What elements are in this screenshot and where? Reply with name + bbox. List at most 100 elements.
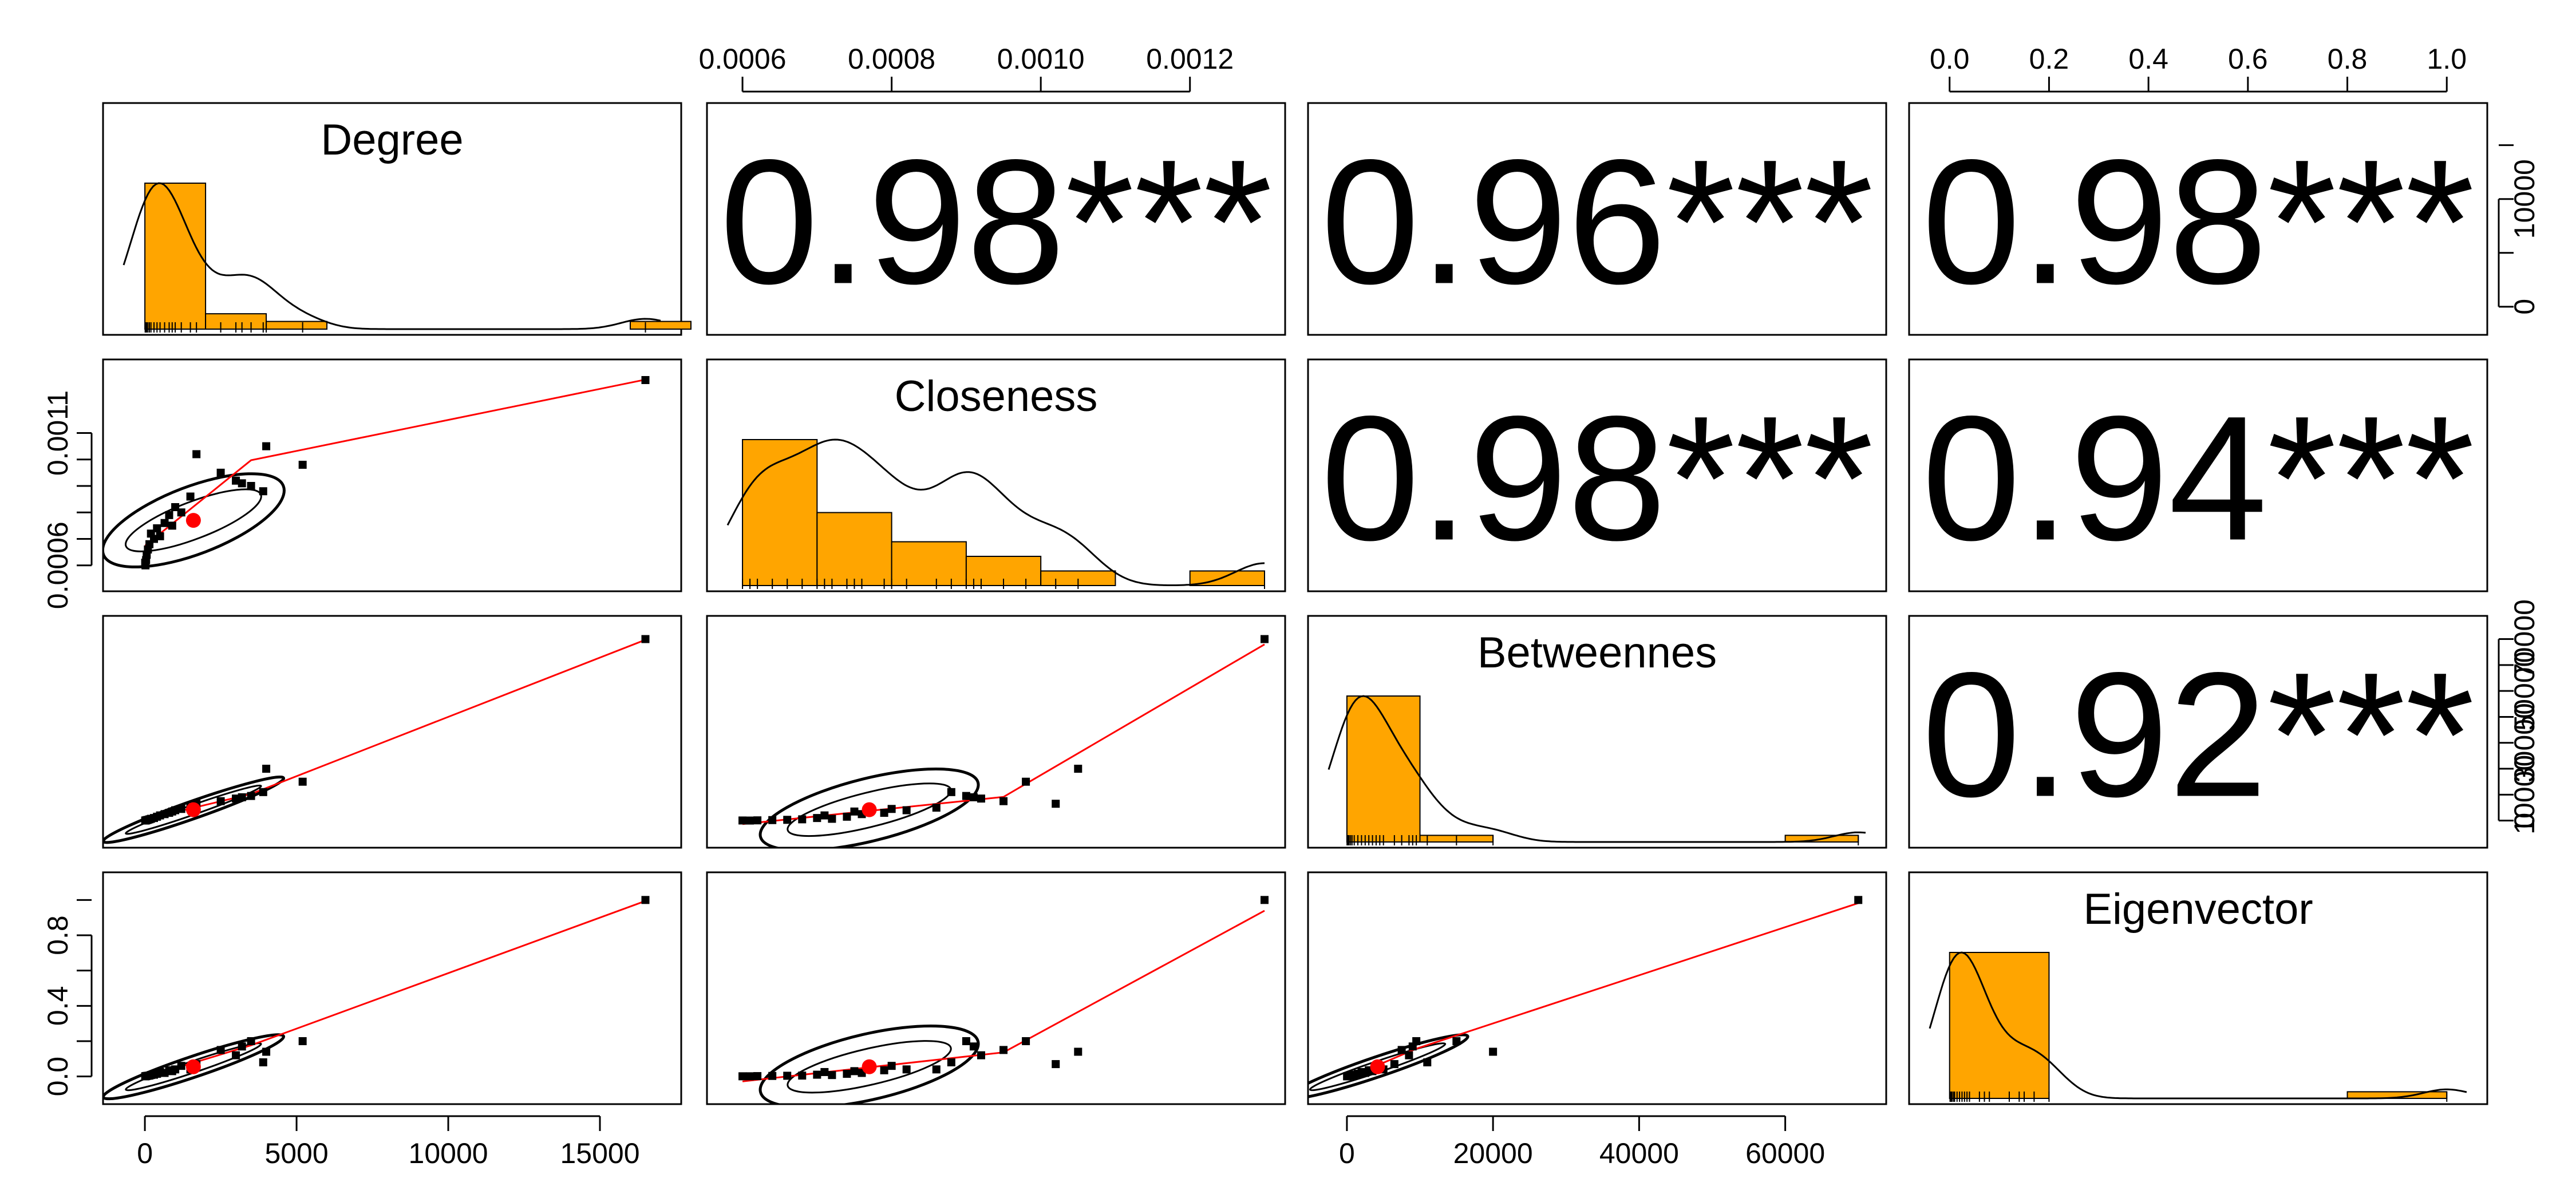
panel-closeness-degree [102, 358, 682, 592]
data-point [947, 1058, 955, 1066]
data-point [738, 1072, 747, 1081]
data-point [880, 809, 888, 817]
tick-label: 10000 [2508, 159, 2541, 239]
data-point [1261, 635, 1269, 643]
data-point [753, 816, 762, 825]
panel-closeness-betweennes: 0.98*** [1307, 358, 1887, 592]
data-point [753, 1072, 762, 1081]
data-point [798, 815, 807, 824]
tick-label: 0.0012 [1146, 43, 1234, 75]
histogram-bar [1346, 695, 1421, 843]
data-point [153, 524, 161, 532]
data-point [1405, 1051, 1413, 1059]
correlation-ellipse [1308, 1033, 1469, 1101]
tick-label: 30000 [2508, 703, 2541, 782]
correlation-value: 0.92*** [1922, 635, 2474, 834]
tick-label: 0 [137, 1137, 153, 1169]
tick-label: 0.0011 [42, 390, 74, 476]
correlation-ellipse [103, 775, 286, 844]
panel-frame [1908, 102, 2488, 336]
panel-closeness-eigenvector: 0.94*** [1908, 358, 2488, 592]
data-point [247, 1037, 255, 1045]
mean-point [185, 802, 201, 817]
data-point [813, 1070, 821, 1079]
data-point [783, 816, 792, 824]
variable-name: Closeness [895, 372, 1098, 421]
variable-name: Degree [321, 116, 463, 164]
tick-label: 10000 [409, 1137, 488, 1169]
data-point [902, 1065, 911, 1074]
data-point [1052, 1060, 1060, 1069]
data-point [641, 896, 650, 904]
data-points [141, 376, 650, 570]
data-point [1408, 1042, 1417, 1051]
data-points [738, 635, 1269, 825]
correlation-value: 0.98*** [1922, 122, 2474, 321]
panel-degree-degree: Degree [102, 102, 692, 336]
scatter-area [1308, 896, 1863, 1101]
data-point [247, 792, 255, 800]
tick-label: 50000 [2508, 651, 2541, 731]
tick-label: 0.0 [42, 1057, 74, 1097]
data-point [177, 508, 185, 517]
data-point [156, 532, 164, 540]
scatter-area [738, 896, 1269, 1104]
data-point [999, 797, 1008, 805]
variable-name: Betweennes [1477, 628, 1717, 677]
data-point [738, 816, 747, 825]
histogram-bar [144, 183, 207, 330]
histogram-degree [144, 183, 692, 330]
scatter-area [103, 635, 650, 844]
data-point [820, 811, 829, 820]
data-points [738, 896, 1269, 1081]
panel-degree-closeness: 0.98*** [706, 102, 1286, 336]
tick-label: 10000 [2508, 755, 2541, 835]
mean-point [185, 1059, 201, 1074]
data-point [1397, 1046, 1406, 1054]
data-point [746, 816, 754, 825]
tick-label: 0.2 [2029, 43, 2069, 75]
data-point [947, 788, 955, 796]
data-point [141, 816, 149, 825]
data-point [165, 511, 173, 519]
tick-label: 0.0010 [997, 43, 1085, 75]
correlation-value: 0.94*** [1922, 379, 2474, 578]
scatter-area [738, 635, 1269, 848]
data-point [768, 816, 777, 824]
tick-label: 0 [1339, 1137, 1355, 1169]
tick-label: 20000 [1453, 1137, 1533, 1169]
rug-ticks [1949, 1092, 2448, 1102]
tick-label: 0 [2508, 813, 2541, 829]
data-point [880, 1066, 888, 1074]
correlation-ellipse [758, 1025, 980, 1104]
tick-label: 0.8 [42, 915, 74, 955]
data-point [783, 1071, 792, 1080]
data-point [141, 1072, 149, 1081]
data-point [1489, 1047, 1498, 1056]
density-curve [1929, 951, 2467, 1100]
data-point [160, 519, 169, 527]
correlation-ellipse-inner [787, 1040, 952, 1094]
data-point [798, 1071, 807, 1080]
data-point [186, 492, 195, 501]
data-point [247, 482, 255, 490]
panel-betweennes-closeness [706, 615, 1286, 849]
data-point [232, 1051, 240, 1059]
histogram-bar [266, 321, 328, 330]
density-curve [123, 182, 661, 330]
histogram-bar [630, 321, 692, 330]
data-point [932, 804, 941, 812]
correlation-ellipse [103, 472, 286, 569]
data-point [232, 476, 240, 485]
panel-betweennes-eigenvector: 0.92*** [1908, 615, 2488, 849]
panel-frame [1307, 871, 1887, 1105]
data-point [813, 814, 821, 823]
tick-label: 0.0006 [699, 43, 787, 75]
data-point [843, 812, 851, 821]
data-point [969, 793, 978, 801]
data-point [1261, 896, 1269, 904]
data-point [298, 777, 307, 786]
correlation-value: 0.98*** [1321, 379, 1873, 578]
data-point [641, 635, 650, 643]
data-point [977, 794, 985, 803]
